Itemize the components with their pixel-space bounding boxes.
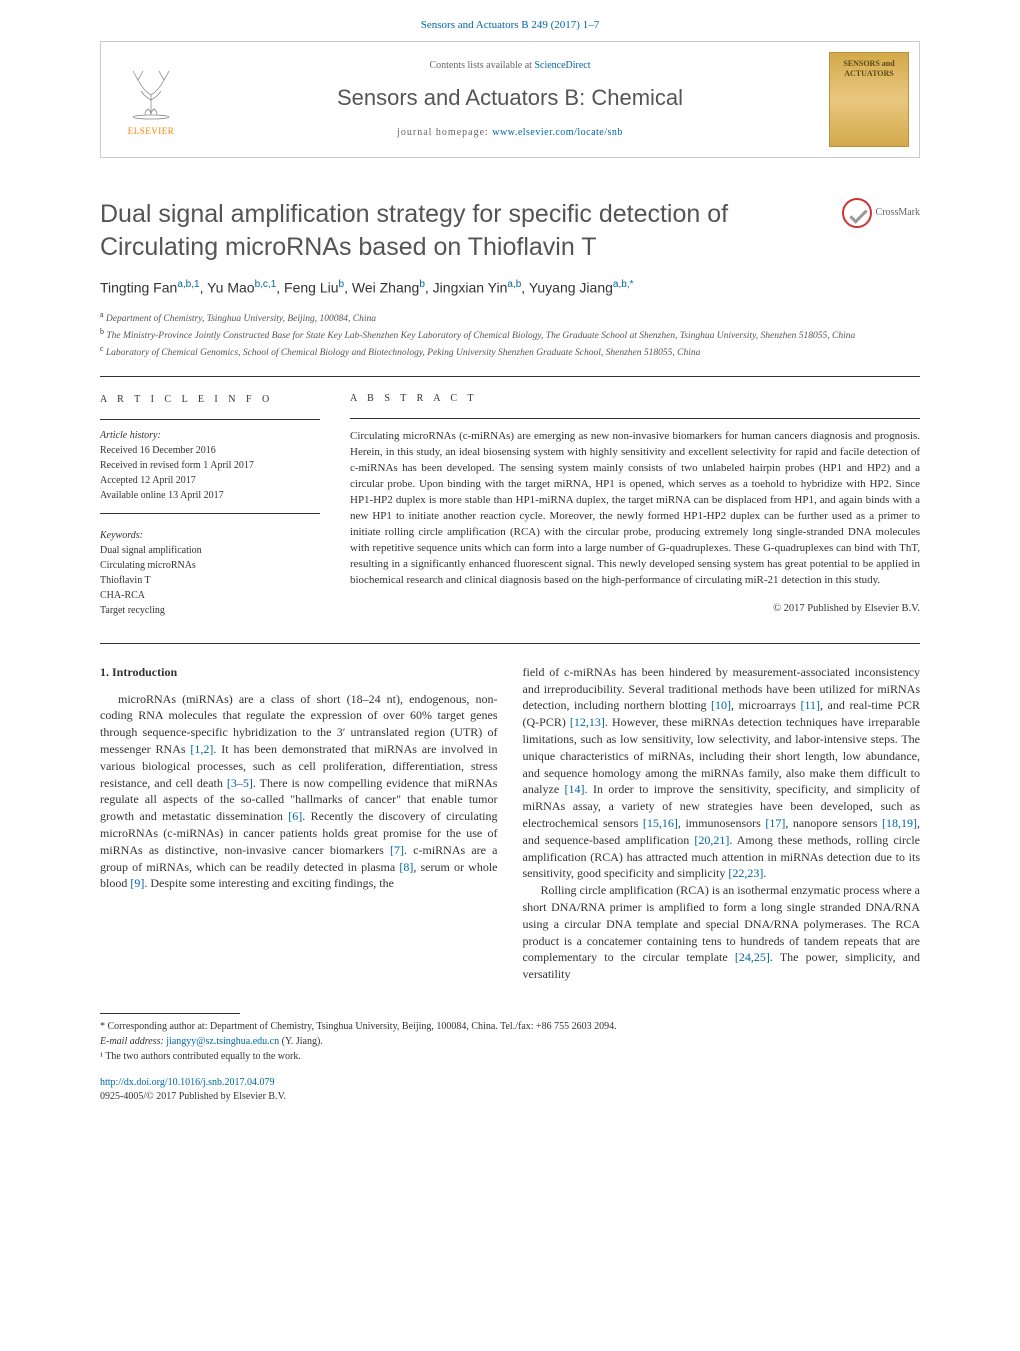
body-two-column: 1. Introduction microRNAs (miRNAs) are a…: [0, 644, 1020, 998]
ref-17[interactable]: [17]: [765, 816, 785, 830]
abstract-heading: A B S T R A C T: [350, 392, 920, 407]
ref-18-19[interactable]: [18,19]: [882, 816, 917, 830]
p1c-text-2: , microarrays: [731, 698, 800, 712]
ref-6[interactable]: [6]: [288, 809, 302, 823]
email-link[interactable]: jiangyy@sz.tsinghua.edu.cn: [166, 1036, 279, 1047]
keywords-label: Keywords:: [100, 528, 320, 543]
footnote-corresponding: * Corresponding author at: Department of…: [100, 1019, 920, 1034]
history-accepted: Accepted 12 April 2017: [100, 473, 320, 488]
info-abstract-row: A R T I C L E I N F O Article history: R…: [0, 377, 1020, 643]
contents-available-text: Contents lists available at ScienceDirec…: [209, 59, 811, 73]
crossmark-badge[interactable]: CrossMark: [842, 198, 920, 228]
email-suffix: (Y. Jiang).: [279, 1036, 323, 1047]
keyword-4: Target recycling: [100, 603, 320, 618]
ref-11[interactable]: [11]: [800, 698, 820, 712]
footnote-email: E-mail address: jiangyy@sz.tsinghua.edu.…: [100, 1034, 920, 1049]
intro-paragraph-2: Rolling circle amplification (RCA) is an…: [523, 882, 921, 983]
journal-homepage: journal homepage: www.elsevier.com/locat…: [209, 126, 811, 140]
footnotes-block: * Corresponding author at: Department of…: [0, 1019, 1020, 1076]
history-label: Article history:: [100, 428, 320, 443]
title-row: Dual signal amplification strategy for s…: [0, 178, 1020, 273]
doi-link[interactable]: http://dx.doi.org/10.1016/j.snb.2017.04.…: [100, 1077, 275, 1088]
section-1-heading: 1. Introduction: [100, 664, 498, 681]
journal-name: Sensors and Actuators B: Chemical: [209, 83, 811, 114]
ref-20-21[interactable]: [20,21]: [694, 833, 729, 847]
article-info-panel: A R T I C L E I N F O Article history: R…: [100, 392, 320, 618]
abstract-copyright: © 2017 Published by Elsevier B.V.: [350, 601, 920, 616]
issn-copyright-line: 0925-4005/© 2017 Published by Elsevier B…: [100, 1090, 920, 1104]
article-info-heading: A R T I C L E I N F O: [100, 392, 320, 407]
abstract-sep: [350, 418, 920, 419]
contents-box: ELSEVIER Contents lists available at Sci…: [100, 41, 920, 158]
footnote-separator: [100, 1013, 240, 1014]
homepage-prefix: journal homepage:: [397, 127, 492, 138]
abstract-body: Circulating microRNAs (c-miRNAs) are eme…: [350, 429, 920, 588]
keyword-2: Thioflavin T: [100, 573, 320, 588]
contents-prefix: Contents lists available at: [429, 60, 534, 71]
ref-22-23[interactable]: [22,23]: [728, 866, 763, 880]
abstract-panel: A B S T R A C T Circulating microRNAs (c…: [350, 392, 920, 618]
article-title: Dual signal amplification strategy for s…: [100, 198, 822, 263]
history-revised: Received in revised form 1 April 2017: [100, 458, 320, 473]
keyword-3: CHA-RCA: [100, 588, 320, 603]
ref-1-2[interactable]: [1,2]: [190, 742, 213, 756]
authors-line: Tingting Fana,b,1, Yu Maob,c,1, Feng Liu…: [0, 273, 1020, 308]
ref-12-13[interactable]: [12,13]: [570, 715, 605, 729]
keyword-0: Dual signal amplification: [100, 543, 320, 558]
p1-text-7: . Despite some interesting and exciting …: [144, 876, 394, 890]
footnote-contrib: ¹ The two authors contributed equally to…: [100, 1049, 920, 1064]
cover-line1: SENSORS and: [843, 59, 894, 69]
elsevier-label: ELSEVIER: [128, 125, 175, 138]
column-right: field of c-miRNAs has been hindered by m…: [523, 664, 921, 983]
affiliations-block: a Department of Chemistry, Tsinghua Univ…: [0, 309, 1020, 376]
p1c-text-6: , immunosensors: [678, 816, 765, 830]
contents-center: Contents lists available at ScienceDirec…: [201, 51, 819, 148]
elsevier-tree-icon: [121, 63, 181, 123]
email-label: E-mail address:: [100, 1036, 166, 1047]
sciencedirect-link[interactable]: ScienceDirect: [534, 60, 590, 71]
p1c-text-7: , nanopore sensors: [785, 816, 882, 830]
affiliation-b: b The Ministry-Province Jointly Construc…: [100, 326, 920, 343]
ref-3-5[interactable]: [3–5]: [227, 776, 253, 790]
doi-block: http://dx.doi.org/10.1016/j.snb.2017.04.…: [0, 1076, 1020, 1124]
header-citation: Sensors and Actuators B 249 (2017) 1–7: [0, 0, 1020, 41]
homepage-link[interactable]: www.elsevier.com/locate/snb: [492, 127, 623, 138]
history-received: Received 16 December 2016: [100, 443, 320, 458]
affiliation-a: a Department of Chemistry, Tsinghua Univ…: [100, 309, 920, 326]
keyword-1: Circulating microRNAs: [100, 558, 320, 573]
info-sep1: [100, 419, 320, 420]
ref-7[interactable]: [7]: [390, 843, 404, 857]
intro-paragraph-1-cont: field of c-miRNAs has been hindered by m…: [523, 664, 921, 882]
elsevier-logo[interactable]: ELSEVIER: [101, 53, 201, 148]
ref-15-16[interactable]: [15,16]: [643, 816, 678, 830]
info-sep2: [100, 513, 320, 514]
cover-line2: ACTUATORS: [844, 69, 894, 79]
ref-9[interactable]: [9]: [130, 876, 144, 890]
ref-10[interactable]: [10]: [711, 698, 731, 712]
intro-paragraph-1: microRNAs (miRNAs) are a class of short …: [100, 691, 498, 893]
history-online: Available online 13 April 2017: [100, 488, 320, 503]
p1c-text-10: .: [763, 866, 766, 880]
ref-14[interactable]: [14]: [565, 782, 585, 796]
crossmark-icon: [842, 198, 872, 228]
ref-8[interactable]: [8]: [399, 860, 413, 874]
affiliation-c: c Laboratory of Chemical Genomics, Schoo…: [100, 343, 920, 360]
journal-cover-thumbnail: SENSORS and ACTUATORS: [829, 52, 909, 147]
crossmark-label: CrossMark: [876, 206, 920, 220]
column-left: 1. Introduction microRNAs (miRNAs) are a…: [100, 664, 498, 983]
ref-24-25[interactable]: [24,25]: [735, 950, 770, 964]
